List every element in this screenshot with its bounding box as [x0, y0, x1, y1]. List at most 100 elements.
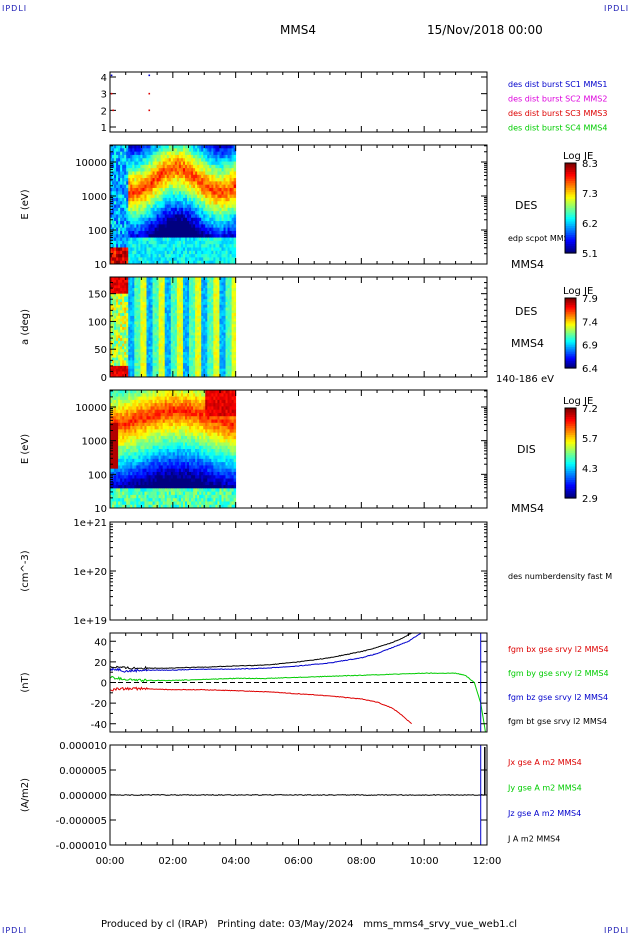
des-pitch-ytick-label: 150	[88, 290, 107, 301]
des-pitch-cell	[234, 324, 236, 327]
des-pitch-side-label-3: 140-186 eV	[496, 374, 554, 385]
burst-legend-1: des dist burst SC1 MMS1	[508, 80, 607, 89]
des-energy-cell	[234, 247, 236, 251]
des-energy-cell	[234, 181, 236, 185]
burst-legend-4: des dist burst SC4 MMS4	[508, 124, 607, 133]
burst-point	[148, 75, 150, 77]
des-pitch-cell	[234, 321, 236, 324]
des-energy-cell	[234, 251, 236, 255]
des-energy-cell	[234, 208, 236, 212]
des-energy-cell	[234, 158, 236, 162]
des-pitch-ytick-label: 100	[88, 317, 107, 328]
burst-legend-2: des dist burst SC2 MMS2	[508, 95, 607, 104]
des-energy-cell	[234, 162, 236, 166]
des-energy-side-label-3: MMS4	[511, 258, 544, 271]
des-pitch-cell	[234, 310, 236, 313]
des-pitch-ytick-label: 0	[101, 373, 107, 384]
des-pitch-cell	[234, 363, 236, 366]
des-pitch-colorbar-tick: 6.4	[582, 364, 598, 375]
des-pitch-cell	[234, 360, 236, 363]
des-energy-colorbar-tick: 8.3	[582, 159, 598, 170]
des-pitch-ytick-label: 50	[94, 345, 107, 356]
des-energy-cell	[234, 254, 236, 258]
des-energy-cell	[234, 198, 236, 202]
des-energy-cell	[234, 195, 236, 199]
des-energy-cell	[234, 185, 236, 189]
des-pitch-cell	[234, 346, 236, 349]
des-pitch-cell	[234, 294, 236, 297]
des-pitch-spectrogram	[110, 277, 236, 377]
burst-point	[111, 93, 113, 95]
des-pitch-cell	[234, 283, 236, 286]
des-pitch-cell	[234, 344, 236, 347]
des-pitch-cell	[234, 333, 236, 336]
burst-panel-frame	[110, 72, 487, 132]
des-energy-colorbar-tick: 7.3	[582, 189, 598, 200]
des-pitch-colorbar-tick: 7.4	[582, 317, 598, 328]
des-pitch-cell	[234, 352, 236, 355]
des-energy-cell	[234, 224, 236, 228]
des-pitch-cell	[234, 288, 236, 291]
des-pitch-colorbar-tick: 7.9	[582, 294, 598, 305]
des-energy-ytick-label: 10000	[75, 158, 107, 169]
des-pitch-cell	[234, 358, 236, 361]
des-energy-cell	[234, 152, 236, 156]
des-energy-cell	[234, 205, 236, 209]
des-energy-side-label-1: DES	[515, 199, 537, 212]
burst-ytick-label: 1	[101, 123, 107, 134]
des-pitch-cell	[234, 285, 236, 288]
des-energy-cell	[234, 238, 236, 242]
des-energy-cell	[234, 228, 236, 232]
des-pitch-cell	[234, 330, 236, 333]
des-pitch-ylabel: a (deg)	[20, 309, 31, 345]
des-energy-cell	[234, 211, 236, 215]
des-pitch-cell	[234, 355, 236, 358]
des-energy-spectrogram	[110, 145, 236, 264]
des-pitch-cell	[234, 291, 236, 294]
burst-ytick-label: 2	[101, 106, 107, 117]
des-energy-ylabel: E (eV)	[20, 189, 31, 219]
des-pitch-cell	[234, 319, 236, 322]
des-energy-cell	[234, 218, 236, 222]
des-energy-colorbar-tick: 6.2	[582, 219, 598, 230]
des-pitch-colorbar-tick: 6.9	[582, 341, 598, 352]
des-pitch-cell	[234, 338, 236, 341]
des-pitch-cell	[234, 308, 236, 311]
burst-point	[148, 93, 150, 95]
des-energy-ytick-label: 1000	[82, 192, 107, 203]
des-pitch-cell	[234, 296, 236, 299]
des-pitch-cell	[234, 302, 236, 305]
burst-point	[112, 110, 114, 112]
des-energy-cell	[234, 175, 236, 179]
des-pitch-cell	[234, 305, 236, 308]
des-energy-side-label-2: edp scpot MMS4	[508, 234, 574, 243]
des-energy-colorbar-tick: 5.1	[582, 249, 598, 260]
des-pitch-cell	[234, 335, 236, 338]
dis-energy-spectrogram	[110, 390, 236, 508]
des-energy-cell	[234, 165, 236, 169]
des-energy-cell	[234, 178, 236, 182]
des-energy-cell	[234, 171, 236, 175]
burst-ytick-label: 3	[101, 90, 107, 101]
des-energy-ytick-label: 100	[88, 226, 107, 237]
des-pitch-cell	[234, 349, 236, 352]
des-energy-cell	[234, 201, 236, 205]
des-energy-cell	[234, 155, 236, 159]
des-pitch-cell	[234, 313, 236, 316]
des-energy-cell	[234, 221, 236, 225]
des-energy-cell	[234, 241, 236, 245]
burst-ytick-label: 4	[101, 73, 107, 84]
des-energy-cell	[234, 244, 236, 248]
des-pitch-side-label-2: MMS4	[511, 337, 544, 350]
des-energy-cell	[234, 231, 236, 235]
des-energy-cell	[234, 214, 236, 218]
des-energy-cell	[234, 234, 236, 238]
burst-point	[148, 110, 150, 112]
des-energy-cell	[234, 191, 236, 195]
des-pitch-side-label-1: DES	[515, 305, 537, 318]
burst-point	[111, 75, 113, 77]
burst-legend-3: des dist burst SC3 MMS3	[508, 109, 607, 118]
des-energy-cell	[234, 188, 236, 192]
des-energy-ytick-label: 10	[94, 260, 107, 271]
